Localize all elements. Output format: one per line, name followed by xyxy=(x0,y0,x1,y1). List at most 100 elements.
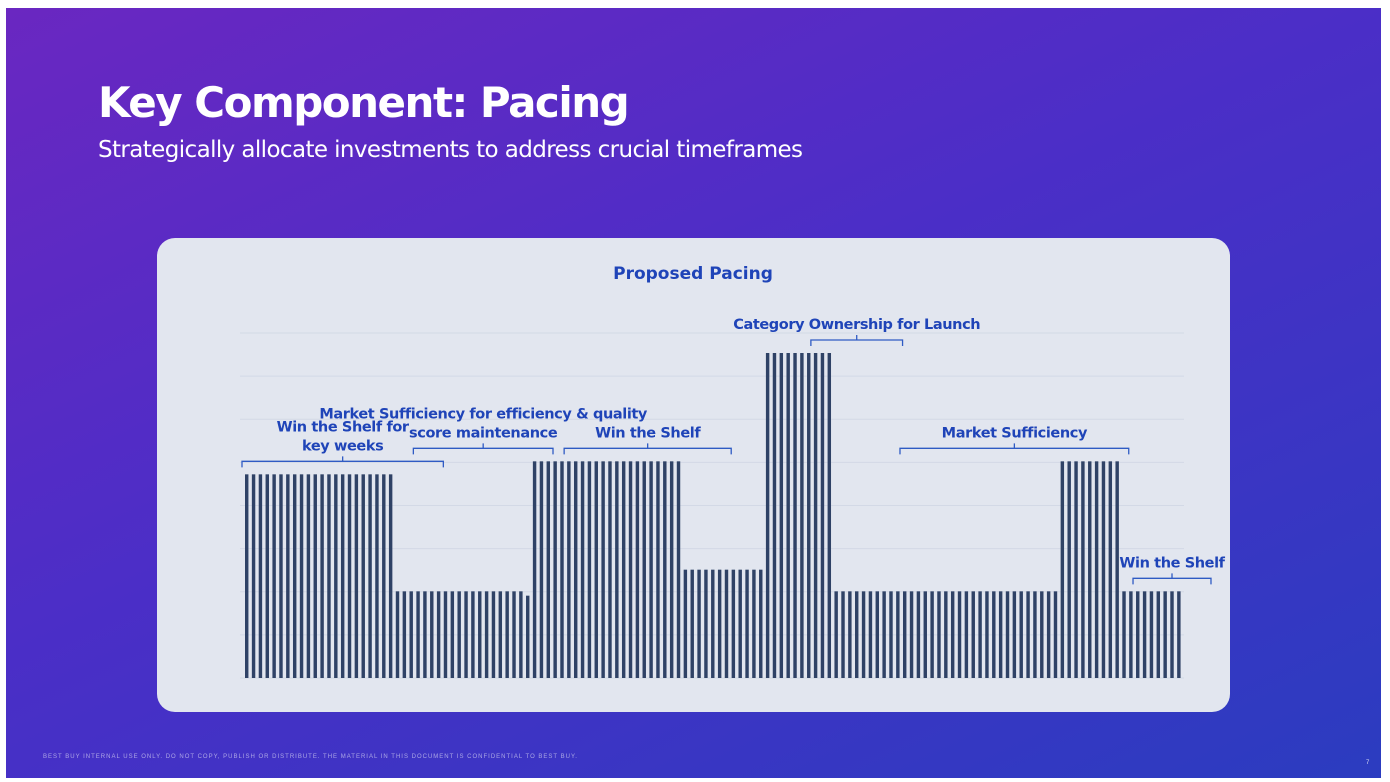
pacing-bar xyxy=(436,591,441,678)
chart-bars xyxy=(245,353,1181,678)
pacing-bar xyxy=(423,591,427,678)
pacing-bar xyxy=(807,353,811,678)
pacing-bar xyxy=(1060,461,1065,678)
pacing-bar xyxy=(800,353,804,678)
annotation-group: Win the Shelf xyxy=(1119,555,1226,585)
pacing-chart: Proposed Pacing Win the Shelf for key wee… xyxy=(240,264,1226,679)
pacing-bar xyxy=(532,461,537,678)
pacing-bar xyxy=(1115,461,1119,678)
pacing-bar xyxy=(896,591,900,678)
pacing-bar xyxy=(573,461,578,678)
annotation-label: key weeks xyxy=(302,438,383,454)
confidential-footer: BEST BUY INTERNAL USE ONLY. DO NOT COPY,… xyxy=(43,754,578,760)
pacing-bar xyxy=(1040,591,1044,678)
pacing-bar xyxy=(615,461,619,678)
pacing-bar xyxy=(368,474,372,678)
pacing-bar xyxy=(683,569,688,678)
pacing-bar xyxy=(909,591,914,678)
pacing-bar xyxy=(375,474,379,678)
pacing-bar xyxy=(772,353,777,678)
pacing-bar xyxy=(299,474,304,678)
pacing-bar xyxy=(1012,591,1017,678)
pacing-bar xyxy=(1170,591,1174,678)
pacing-bar xyxy=(1074,461,1078,678)
annotation-label: Market Sufficiency xyxy=(942,425,1088,441)
annotation-label: Win the Shelf xyxy=(1119,555,1225,571)
pacing-bar xyxy=(347,474,352,678)
pacing-bar xyxy=(567,461,571,678)
pacing-bar xyxy=(1177,591,1181,678)
pacing-bar xyxy=(292,474,297,678)
pacing-bar xyxy=(498,591,503,678)
pacing-bar xyxy=(759,569,763,678)
pacing-bar xyxy=(409,591,413,678)
pacing-bar xyxy=(779,353,784,678)
pacing-bar xyxy=(717,569,722,678)
annotation-group: Win the Shelf xyxy=(563,425,732,455)
pacing-bar xyxy=(1129,591,1133,678)
pacing-bar xyxy=(1136,591,1140,678)
pacing-bar xyxy=(731,569,736,678)
pacing-bar xyxy=(916,591,921,678)
pacing-bar xyxy=(258,474,263,678)
pacing-bar xyxy=(752,569,756,678)
annotation-bracket xyxy=(899,443,1130,455)
slide: Key Component: Pacing Strategically allo… xyxy=(6,8,1381,778)
annotation-label: Win the Shelf xyxy=(595,425,701,441)
pacing-bar xyxy=(1053,591,1058,678)
pacing-bar xyxy=(998,591,1003,678)
pacing-bar xyxy=(587,461,592,678)
pacing-bar xyxy=(930,591,934,678)
pacing-bar xyxy=(580,461,585,678)
pacing-bar xyxy=(923,591,927,678)
pacing-bar xyxy=(245,474,249,678)
pacing-bar xyxy=(251,474,256,678)
annotation-bracket xyxy=(412,443,554,455)
pacing-bar xyxy=(1067,461,1071,678)
pacing-bar xyxy=(450,591,455,678)
pacing-bar xyxy=(813,353,818,678)
pacing-bar xyxy=(546,461,551,678)
pacing-bar xyxy=(786,353,790,678)
pacing-bar xyxy=(388,474,393,678)
annotation-group: Market Sufficiency for efficiency & qual… xyxy=(319,406,648,455)
pacing-bar xyxy=(827,353,832,678)
pacing-bar xyxy=(320,474,324,678)
pacing-bar xyxy=(875,591,879,678)
annotation-bracket xyxy=(563,443,732,455)
pacing-bar xyxy=(1142,591,1147,678)
pacing-bar xyxy=(950,591,955,678)
pacing-bar xyxy=(313,474,317,678)
annotation-group: Win the Shelf for key weeks xyxy=(241,419,444,468)
pacing-bar xyxy=(553,461,557,678)
annotation-bracket xyxy=(241,456,444,468)
pacing-bar xyxy=(724,569,729,678)
pacing-bar xyxy=(642,461,646,678)
pacing-bar xyxy=(361,474,365,678)
pacing-bar xyxy=(478,591,482,678)
pacing-bar xyxy=(1046,591,1051,678)
pacing-bar xyxy=(889,591,893,678)
pacing-bar xyxy=(594,461,598,678)
slide-title: Key Component: Pacing xyxy=(98,78,630,127)
pacing-bar xyxy=(354,474,359,678)
pacing-bar xyxy=(272,474,276,678)
pacing-bar xyxy=(944,591,948,678)
pacing-bar xyxy=(793,353,797,678)
chart-panel: Proposed Pacing Win the Shelf for key wee… xyxy=(157,238,1230,712)
pacing-bar xyxy=(820,353,825,678)
pacing-bar xyxy=(443,591,448,678)
pacing-bar xyxy=(1019,591,1023,678)
pacing-bar xyxy=(279,474,283,678)
pacing-bar xyxy=(635,461,640,678)
pacing-bar xyxy=(395,591,400,678)
pacing-bar xyxy=(1026,591,1030,678)
pacing-bar xyxy=(1163,591,1167,678)
pacing-bar xyxy=(855,591,859,678)
pacing-bar xyxy=(340,474,345,678)
pacing-bar xyxy=(711,569,715,678)
pacing-bar xyxy=(841,591,845,678)
pacing-bar xyxy=(882,591,886,678)
pacing-bar xyxy=(306,474,311,678)
pacing-bar xyxy=(286,474,290,678)
